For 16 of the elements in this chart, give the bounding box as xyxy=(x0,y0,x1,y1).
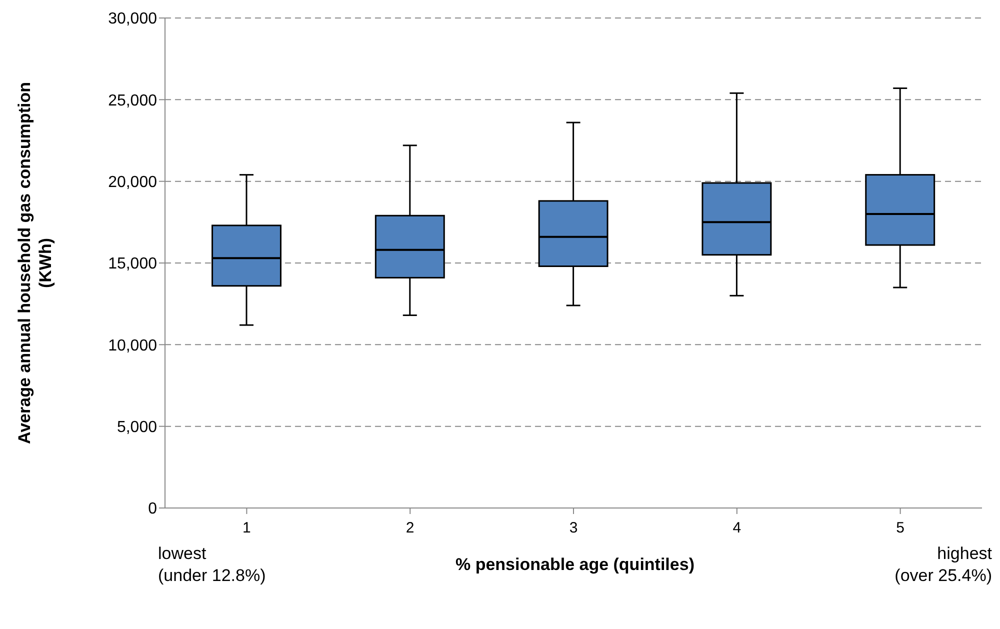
y-tick-label: 0 xyxy=(148,500,158,518)
text: highest (over 25.4%) xyxy=(894,543,992,587)
text: lowest (under 12.8%) xyxy=(158,543,266,587)
x-tick-label: 4 xyxy=(732,520,742,537)
x-tick-label: 5 xyxy=(896,520,904,537)
y-tick-label: 30,000 xyxy=(108,10,158,28)
y-tick-label: 20,000 xyxy=(108,174,158,192)
x-tick-label: 2 xyxy=(406,520,414,537)
y-tick-label: 10,000 xyxy=(108,337,158,354)
x-axis-title: % pensionable age (quintiles) xyxy=(456,555,694,574)
y-axis-title: Average annual household gas consumption (KWh) xyxy=(15,82,55,444)
x-tick-label: 1 xyxy=(242,520,251,537)
y-tick-label: 5,000 xyxy=(116,419,158,436)
x-tick-label: 3 xyxy=(569,520,578,537)
y-tick-label: 25,000 xyxy=(108,92,158,110)
y-tick-label: 15,000 xyxy=(108,256,158,273)
